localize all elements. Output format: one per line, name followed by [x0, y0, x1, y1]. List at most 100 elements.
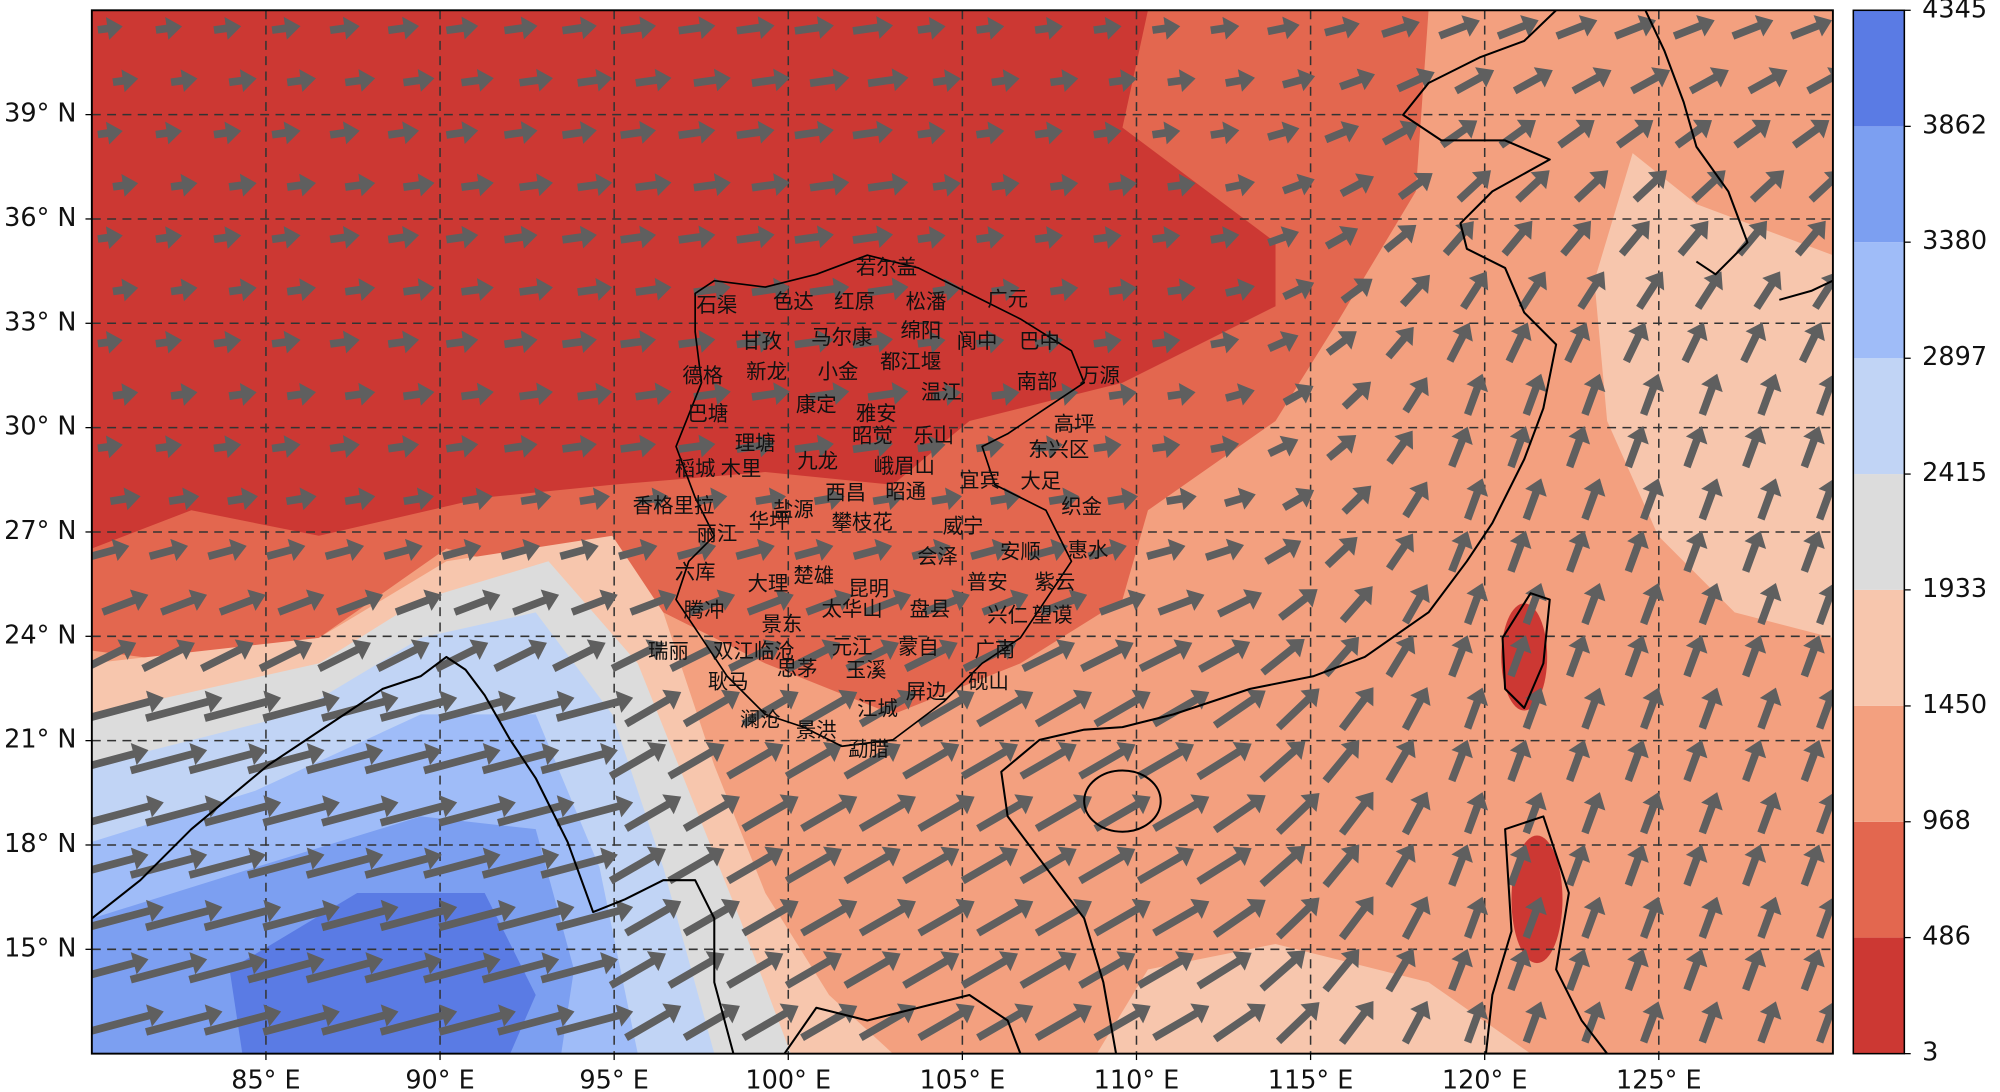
city-label: 楚雄 — [793, 564, 834, 588]
wind-arrow — [387, 330, 420, 354]
colorbar-tick-label: 2897 — [1922, 342, 1987, 372]
coastline — [91, 655, 735, 1054]
wind-arrow — [1259, 845, 1306, 887]
axes: 85° E 90° E 95° E 100° E 105° E 110° E 115° E 1… — [4, 99, 1701, 1092]
wind-arrow — [976, 689, 1034, 728]
wind-arrow — [1683, 739, 1708, 782]
wind-arrow — [800, 898, 858, 937]
colorbar-tick-label: 3380 — [1922, 226, 1987, 256]
wind-arrow — [1034, 121, 1063, 145]
wind-arrow — [970, 538, 1010, 562]
wind-arrow — [1446, 322, 1473, 363]
wind-arrow — [1624, 949, 1649, 992]
wind-arrow — [559, 538, 599, 562]
wind-arrow — [577, 173, 613, 197]
wind-arrow — [1683, 426, 1708, 469]
wind-arrow — [637, 487, 669, 511]
wind-arrow — [1098, 589, 1146, 616]
wind-arrow — [1507, 635, 1532, 678]
wind-arrow — [809, 382, 850, 405]
wind-arrow — [1267, 121, 1300, 144]
wind-arrow — [577, 382, 613, 406]
wind-arrow — [1157, 589, 1205, 616]
wind-arrow — [1034, 435, 1063, 459]
city-label: 木里 — [721, 456, 762, 480]
colorbar-segment — [1853, 10, 1905, 127]
wind-arrow — [1694, 271, 1723, 310]
city-label: 巴中 — [1019, 329, 1060, 353]
wind-arrow — [1816, 1002, 1833, 1044]
wind-arrow — [540, 847, 618, 879]
wind-arrow — [305, 742, 384, 775]
wind-arrow — [813, 487, 845, 511]
wind-arrow — [852, 120, 893, 144]
wind-arrow — [1640, 1001, 1665, 1044]
wind-arrow — [975, 121, 1005, 145]
wind-arrow — [1049, 382, 1079, 406]
wind-arrow — [555, 795, 634, 827]
wind-arrow — [1275, 792, 1320, 835]
wind-arrow — [160, 589, 208, 616]
wind-arrow — [1223, 487, 1256, 510]
wind-arrow — [520, 487, 552, 511]
wind-arrow — [1152, 794, 1210, 832]
wind-arrow — [376, 639, 430, 673]
wind-arrow — [271, 16, 301, 40]
wind-arrow — [218, 589, 266, 616]
wind-arrow — [1341, 485, 1372, 515]
wind-arrow — [1212, 689, 1266, 729]
city-label: 太华山 — [821, 597, 882, 621]
wind-arrow — [203, 795, 282, 827]
wind-arrow — [1507, 844, 1532, 887]
wind-arrow — [112, 278, 139, 302]
wind-arrow — [624, 898, 682, 937]
wind-arrow — [741, 689, 799, 728]
wind-arrow — [1078, 742, 1136, 780]
city-label: 屏边 — [906, 680, 947, 704]
wind-arrow — [445, 435, 479, 458]
city-label: 景东 — [761, 612, 802, 636]
wind-arrow — [336, 589, 384, 616]
wind-arrow — [784, 742, 842, 780]
wind-arrow — [902, 742, 960, 780]
wind-arrow — [845, 639, 899, 673]
wind-arrow — [364, 742, 442, 775]
wind-arrow — [693, 68, 731, 92]
wind-arrow — [1742, 426, 1767, 469]
wind-arrow — [1040, 589, 1088, 616]
wind-arrow — [258, 639, 313, 673]
wind-arrow — [579, 487, 610, 511]
wind-arrow — [1339, 68, 1375, 91]
wind-arrow — [1560, 220, 1592, 257]
wind-arrow — [1640, 582, 1665, 626]
city-label: 温江 — [921, 380, 962, 404]
wind-arrow — [1087, 538, 1127, 562]
wind-arrow — [809, 277, 850, 301]
wind-arrow — [667, 846, 725, 885]
wind-arrow — [1757, 1001, 1782, 1044]
wind-arrow — [561, 434, 597, 458]
wind-arrow — [1267, 435, 1299, 457]
wind-arrow — [555, 1004, 634, 1036]
wind-arrow — [1339, 173, 1374, 198]
wind-arrow — [344, 69, 376, 92]
wind-arrow — [1640, 896, 1665, 939]
wind-arrow — [1757, 373, 1782, 416]
city-label: 玉溪 — [846, 658, 887, 682]
colorbar-tick-label: 3 — [1922, 1038, 1938, 1068]
wind-arrow — [503, 330, 538, 354]
city-label: 盐源 — [773, 497, 814, 521]
wind-arrow — [364, 847, 442, 879]
wind-arrow — [1522, 478, 1547, 521]
wind-arrow — [555, 690, 634, 722]
city-label: 华坪 — [749, 509, 790, 533]
wind-arrow — [852, 538, 893, 562]
wind-arrow — [1322, 636, 1360, 678]
wind-arrow — [1577, 271, 1606, 310]
wind-arrow — [1448, 635, 1473, 678]
wind-arrow — [561, 225, 597, 249]
wind-arrow — [1152, 689, 1210, 728]
wind-arrow — [1581, 1001, 1606, 1044]
wind-arrow — [445, 330, 479, 354]
